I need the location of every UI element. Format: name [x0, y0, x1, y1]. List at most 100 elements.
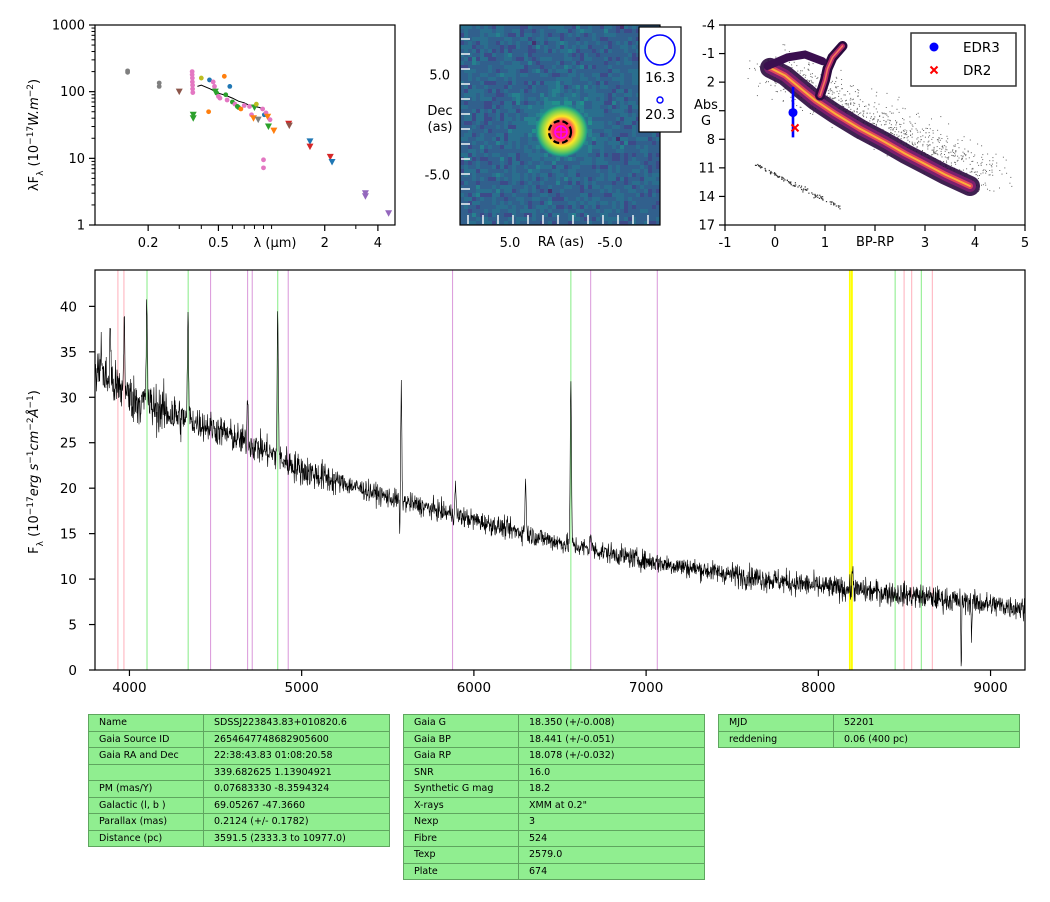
- cmd-field-star: [862, 110, 864, 112]
- cmd-field-star: [843, 94, 845, 96]
- pixel: [588, 173, 593, 178]
- pixel: [540, 61, 545, 66]
- pixel: [524, 109, 529, 114]
- pixel: [524, 153, 529, 158]
- pixel: [520, 101, 525, 106]
- pixel: [568, 93, 573, 98]
- pixel: [552, 65, 557, 70]
- table-value-cell: 2654647748682905600: [203, 730, 390, 748]
- pixel: [616, 141, 621, 146]
- pixel: [616, 181, 621, 186]
- pixel: [488, 25, 493, 30]
- cmd-field-star: [807, 68, 809, 70]
- pixel: [588, 53, 593, 58]
- pixel: [552, 189, 557, 194]
- cmd-field-star: [944, 150, 946, 152]
- pixel: [508, 169, 513, 174]
- pixel: [564, 85, 569, 90]
- cmd-field-star: [889, 122, 891, 124]
- pixel: [628, 201, 633, 206]
- pixel: [544, 53, 549, 58]
- pixel: [644, 173, 649, 178]
- pixel: [484, 205, 489, 210]
- pixel: [596, 125, 601, 130]
- pixel: [544, 157, 549, 162]
- pixel: [640, 141, 645, 146]
- pixel: [528, 177, 533, 182]
- pixel: [556, 193, 561, 198]
- image-ytick-label: 5.0: [429, 69, 450, 84]
- pixel: [632, 137, 637, 142]
- cmd-field-star: [941, 146, 943, 148]
- cmd-field-star: [982, 154, 984, 156]
- sed-point-14: [198, 75, 204, 81]
- pixel: [536, 169, 541, 174]
- pixel: [476, 153, 481, 158]
- pixel: [632, 197, 637, 202]
- pixel: [488, 41, 493, 46]
- cmd-field-star: [936, 146, 938, 148]
- pixel: [516, 101, 521, 106]
- pixel: [608, 209, 613, 214]
- pixel: [532, 129, 537, 134]
- pixel: [516, 77, 521, 82]
- pixel: [532, 41, 537, 46]
- pixel: [608, 69, 613, 74]
- pixel: [580, 49, 585, 54]
- pixel: [528, 29, 533, 34]
- cmd-field-star: [906, 134, 908, 136]
- pixel: [600, 89, 605, 94]
- pixel: [532, 89, 537, 94]
- pixel: [500, 121, 505, 126]
- pixel: [524, 129, 529, 134]
- cmd-field-star: [862, 114, 864, 116]
- pixel: [636, 221, 641, 225]
- pixel: [524, 209, 529, 214]
- pixel: [512, 81, 517, 86]
- pixel: [532, 193, 537, 198]
- cmd-field-star: [935, 151, 937, 153]
- pixel: [520, 181, 525, 186]
- pixel: [520, 165, 525, 170]
- pixel: [632, 65, 637, 70]
- pixel: [612, 193, 617, 198]
- pixel: [568, 185, 573, 190]
- pixel: [536, 153, 541, 158]
- cmd-field-star: [902, 129, 904, 131]
- pixel: [520, 193, 525, 198]
- pixel: [568, 41, 573, 46]
- pixel: [504, 49, 509, 54]
- pixel: [540, 37, 545, 42]
- cmd-wd-star: [801, 188, 803, 191]
- pixel: [492, 209, 497, 214]
- pixel: [468, 77, 473, 82]
- cmd-wd-star: [820, 197, 822, 199]
- pixel: [596, 37, 601, 42]
- pixel: [560, 193, 565, 198]
- cmd-field-star: [847, 104, 849, 106]
- pixel: [600, 137, 605, 142]
- pixel: [472, 161, 477, 166]
- pixel: [492, 41, 497, 46]
- pixel: [584, 73, 589, 78]
- pixel: [476, 217, 481, 222]
- pixel: [496, 129, 501, 134]
- pixel: [500, 145, 505, 150]
- pixel: [516, 137, 521, 142]
- pixel: [656, 133, 660, 138]
- table-value-cell: 0.07683330 -8.3594324: [203, 780, 390, 798]
- pixel: [628, 209, 633, 214]
- cmd-field-star: [766, 80, 768, 82]
- pixel: [556, 169, 561, 174]
- sed-point-16: [207, 77, 212, 83]
- pixel: [600, 65, 605, 70]
- pixel: [616, 49, 621, 54]
- cmd-field-star: [857, 92, 859, 94]
- pixel: [484, 161, 489, 166]
- table-key-cell: [88, 763, 204, 781]
- cmd-field-star: [928, 124, 930, 126]
- pixel: [624, 217, 629, 222]
- pixel: [464, 29, 469, 34]
- pixel: [592, 209, 597, 214]
- cmd-field-star: [944, 145, 946, 147]
